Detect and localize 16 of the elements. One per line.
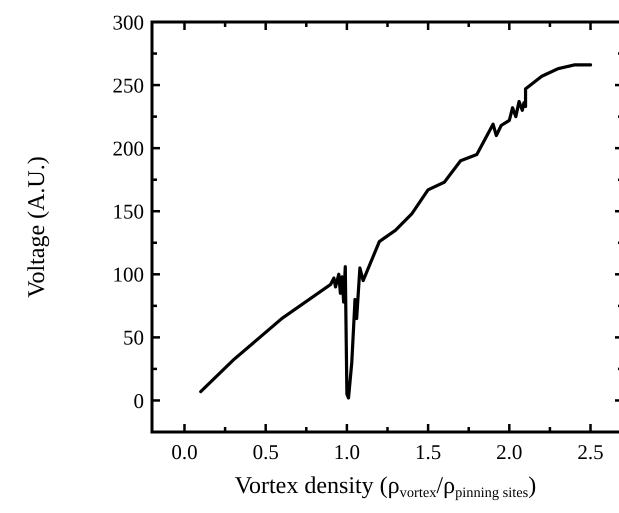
y-axis-title: Voltage (A.U.) bbox=[24, 156, 50, 298]
x-tick-label: 2.5 bbox=[577, 440, 604, 464]
x-axis-title: Vortex density (ρ$_{vortex}$/ρ$_{pinning sites}$) bbox=[234, 473, 536, 502]
x-tick-label: 2.0 bbox=[496, 440, 522, 464]
y-tick-label: 150 bbox=[112, 200, 144, 224]
x-tick-label: 0.0 bbox=[171, 440, 198, 464]
x-tick-label: 0.5 bbox=[252, 440, 279, 464]
y-tick-label: 250 bbox=[112, 73, 144, 98]
y-tick-label: 0 bbox=[134, 388, 144, 413]
x-tick-label: 1.5 bbox=[414, 440, 442, 464]
x-tick-label: 1.0 bbox=[334, 440, 360, 464]
y-tick-label: 100 bbox=[112, 262, 144, 287]
line-series bbox=[199, 63, 592, 400]
y-tick-label: 50 bbox=[123, 326, 144, 350]
y-tick-label: 300 bbox=[112, 10, 144, 34]
y-tick-label: 200 bbox=[112, 136, 144, 161]
